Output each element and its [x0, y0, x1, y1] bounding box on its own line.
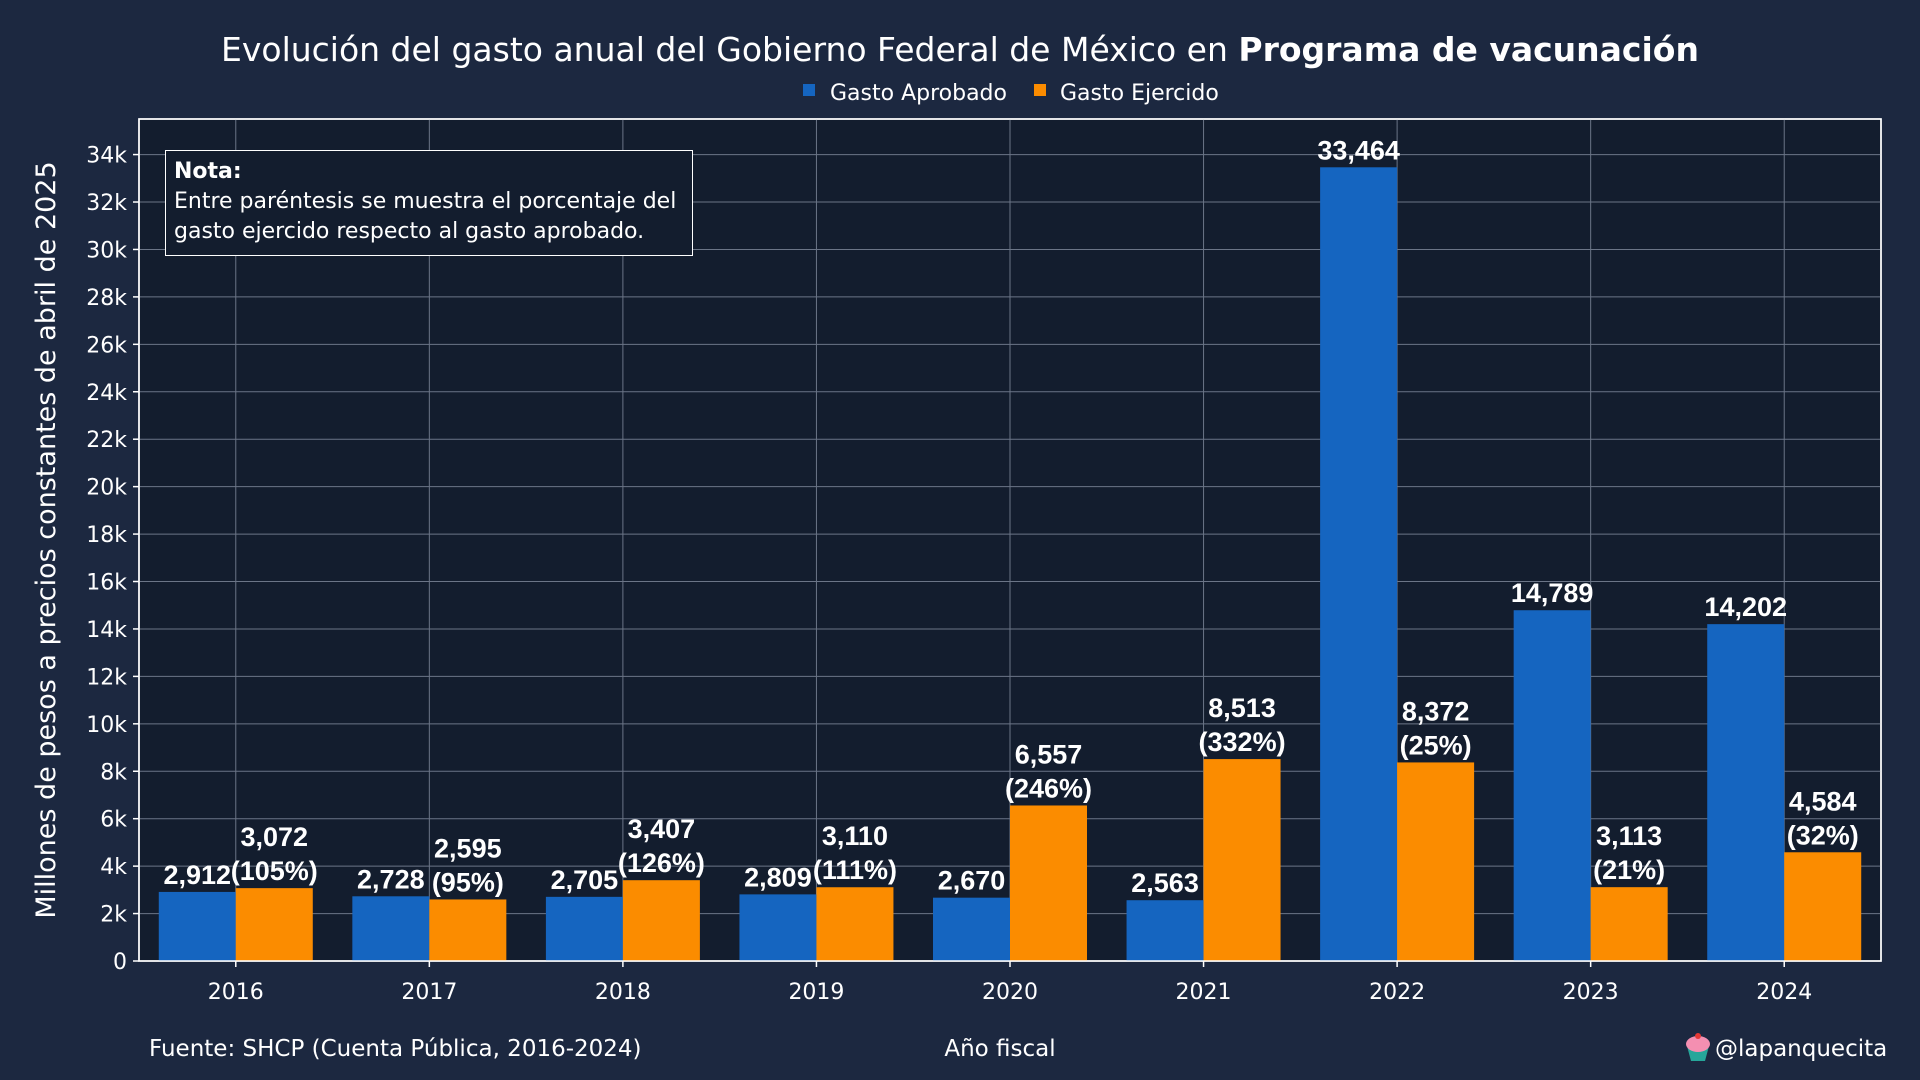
bar-labels: 2,912 3,072 (105%) 2,728 2,595 (95%) 2,705 3,40… [163, 135, 1858, 898]
bar-aprobado [1707, 624, 1785, 961]
legend: Gasto Aprobado Gasto Ejercido [803, 81, 1219, 106]
x-tick-label: 2022 [1369, 980, 1425, 1005]
legend-swatch-ejercido [1034, 84, 1046, 96]
x-tick-label: 2024 [1756, 980, 1812, 1005]
bar-value-label: 14,789 [1511, 578, 1594, 608]
bar-pct-label: (95%) [432, 867, 504, 897]
bar-pct-label: (111%) [813, 855, 897, 885]
y-tick-label: 28k [86, 286, 127, 311]
bar-aprobado [545, 896, 623, 961]
bar-aprobado [739, 894, 817, 961]
bar-pct-label: (25%) [1400, 730, 1472, 760]
y-tick-label: 18k [86, 523, 127, 548]
y-tick-label: 14k [86, 618, 127, 643]
bar-value-label: 8,513 [1208, 693, 1276, 723]
bar-value-label: 3,110 [822, 821, 888, 851]
plot-border [138, 118, 1882, 962]
bar-aprobado [1513, 610, 1591, 961]
chart-title: Evolución del gasto anual del Gobierno F… [221, 30, 1699, 69]
y-tick-label: 16k [86, 571, 127, 596]
bar-aprobado [352, 896, 430, 961]
y-tick-label: 12k [86, 665, 127, 690]
bar-ejercido [622, 880, 700, 961]
y-tick-label: 34k [86, 144, 127, 169]
x-tick-label: 2019 [788, 980, 844, 1005]
y-tick-label: 32k [86, 191, 127, 216]
bar-pct-label: (105%) [231, 856, 318, 886]
y-tick-label: 30k [86, 238, 127, 263]
bar-value-label: 2,705 [551, 865, 619, 895]
bar-pct-label: (332%) [1199, 727, 1286, 757]
bar-value-label: 2,595 [434, 833, 502, 863]
bar-value-label: 2,728 [357, 864, 425, 894]
bar-ejercido [1203, 759, 1281, 961]
cupcake-icon [1686, 1033, 1710, 1061]
bar-ejercido [1590, 887, 1668, 961]
bar-ejercido [429, 899, 507, 961]
y-tick-label: 4k [100, 855, 127, 880]
bar-aprobado [1126, 900, 1204, 961]
bar-value-label: 6,557 [1015, 739, 1083, 769]
bar-ejercido [816, 887, 894, 961]
bar-value-label: 2,809 [744, 862, 812, 892]
y-tick-label: 2k [100, 903, 127, 928]
x-tick-label: 2016 [208, 980, 264, 1005]
y-tick-label: 22k [86, 428, 127, 453]
x-tick-label: 2021 [1176, 980, 1232, 1005]
legend-label-aprobado: Gasto Aprobado [830, 81, 1007, 106]
y-tick-label: 6k [100, 808, 127, 833]
note-box: Nota: Entre paréntesis se muestra el por… [165, 150, 693, 256]
bar-pct-label: (126%) [618, 848, 705, 878]
bar-ejercido [1784, 852, 1862, 961]
bar-value-label: 3,113 [1596, 821, 1662, 851]
x-tick-label: 2018 [595, 980, 651, 1005]
x-tick-label: 2023 [1563, 980, 1619, 1005]
bar-value-label: 2,563 [1131, 868, 1199, 898]
y-tick-label: 10k [86, 713, 127, 738]
y-tick-label: 0 [113, 950, 127, 975]
bar-pct-label: (32%) [1787, 820, 1859, 850]
bar-pct-label: (21%) [1593, 855, 1665, 885]
note-title: Nota: [174, 159, 242, 184]
x-tick-label: 2020 [982, 980, 1038, 1005]
credit-text: @lapanquecita [1715, 1036, 1887, 1062]
bar-ejercido [1397, 762, 1475, 961]
y-axis-ticks: 0 2k 4k 6k 8k 10k 12k 14k 16k 18k 20k 22k 24k 26k 28k 3… [86, 144, 139, 975]
y-axis-label: Millones de pesos a precios constantes d… [31, 161, 62, 918]
legend-label-ejercido: Gasto Ejercido [1060, 81, 1219, 106]
bar-ejercido [235, 888, 313, 961]
bar-value-label: 8,372 [1402, 696, 1470, 726]
bar-value-label: 4,584 [1789, 786, 1857, 816]
bar-value-label: 2,670 [938, 866, 1006, 896]
x-axis-ticks: 2016 2017 2018 2019 2020 2021 2022 2023 2024 [208, 961, 1812, 1005]
y-tick-label: 24k [86, 381, 127, 406]
y-tick-label: 8k [100, 760, 127, 785]
bar-aprobado [1320, 167, 1398, 962]
legend-swatch-aprobado [803, 84, 815, 96]
y-tick-label: 26k [86, 333, 127, 358]
x-axis-label: Año fiscal [944, 1036, 1055, 1062]
bar-value-label: 33,464 [1317, 135, 1400, 165]
bar-value-label: 2,912 [163, 860, 231, 890]
bar-value-label: 14,202 [1704, 592, 1787, 622]
bar-value-label: 3,072 [240, 822, 308, 852]
bar-value-label: 3,407 [628, 814, 696, 844]
source-text: Fuente: SHCP (Cuenta Pública, 2016-2024) [149, 1036, 642, 1062]
bars [158, 167, 1862, 962]
bar-pct-label: (246%) [1005, 773, 1092, 803]
note-body: Entre paréntesis se muestra el porcentaj… [174, 189, 677, 244]
x-tick-label: 2017 [401, 980, 457, 1005]
bar-ejercido [1010, 805, 1087, 961]
bar-aprobado [933, 897, 1010, 961]
bar-aprobado [158, 891, 236, 961]
y-tick-label: 20k [86, 476, 127, 501]
